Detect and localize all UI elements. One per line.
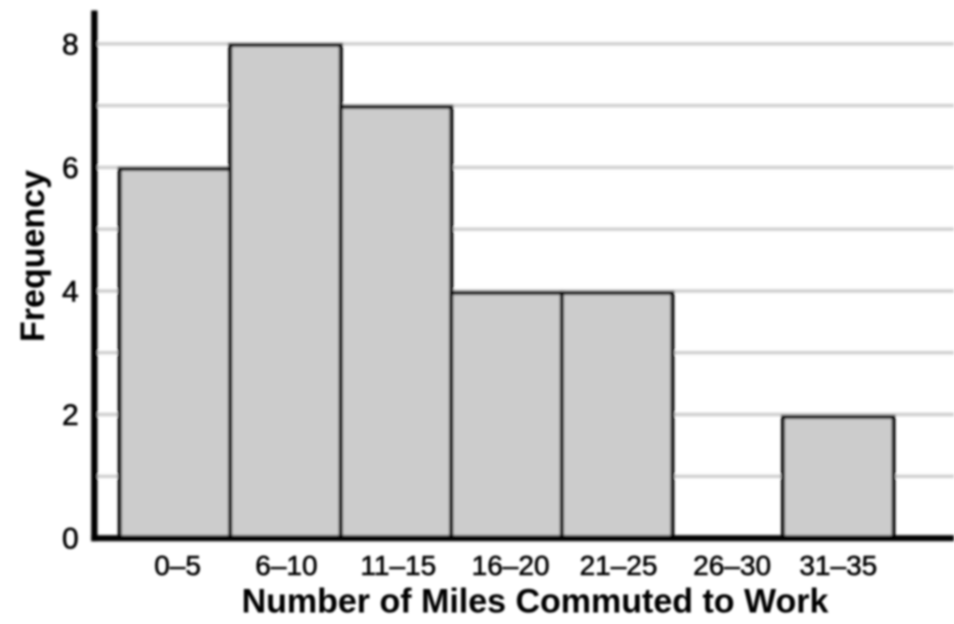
- svg-text:Number of Miles Commuted to Wo: Number of Miles Commuted to Work: [242, 583, 829, 621]
- svg-text:4: 4: [62, 276, 79, 309]
- svg-text:8: 8: [62, 28, 79, 61]
- svg-text:16–20: 16–20: [472, 550, 550, 581]
- svg-text:21–25: 21–25: [580, 550, 658, 581]
- svg-text:31–35: 31–35: [799, 550, 877, 581]
- svg-text:6–10: 6–10: [255, 550, 317, 581]
- svg-text:11–15: 11–15: [360, 550, 436, 581]
- svg-text:2: 2: [62, 399, 79, 432]
- svg-text:0: 0: [62, 523, 79, 556]
- svg-text:0–5: 0–5: [154, 550, 201, 581]
- svg-text:6: 6: [62, 152, 79, 185]
- svg-text:26–30: 26–30: [693, 550, 771, 581]
- svg-text:Frequency: Frequency: [14, 170, 52, 342]
